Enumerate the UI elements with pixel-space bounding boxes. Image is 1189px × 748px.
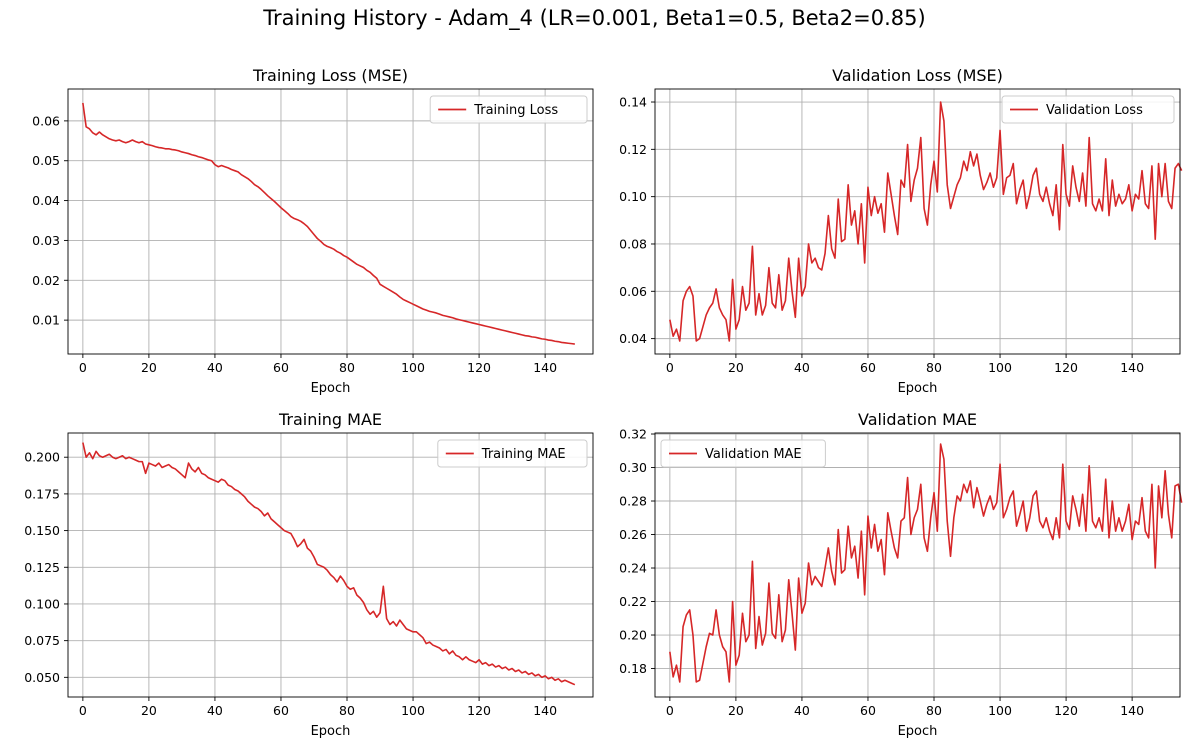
- validation-loss-y-tick-label: 0.08: [619, 236, 647, 251]
- validation-loss-title: Validation Loss (MSE): [832, 66, 1003, 85]
- validation-mae-title: Validation MAE: [858, 410, 977, 429]
- training-mae-legend: Training MAE: [437, 439, 588, 468]
- validation-mae-x-axis-label: Epoch: [898, 724, 938, 739]
- validation-mae-x-tick-label: 60: [860, 703, 876, 718]
- validation-loss-x-tick-label: 60: [860, 360, 876, 375]
- figure-title: Training History - Adam_4 (LR=0.001, Bet…: [263, 6, 926, 30]
- training-loss-y-tick-label: 0.02: [32, 273, 60, 288]
- validation-loss-legend-box: [1001, 95, 1175, 124]
- validation-loss-panel: 0 20 40 60 80 100 120 140 0.04 0.06 0.08 0.10 0.12 0.…: [619, 66, 1183, 396]
- validation-mae-y-tick-label: 0.20: [619, 628, 647, 643]
- training-mae-x-tick-label: 140: [533, 703, 557, 718]
- training-mae-title: Training MAE: [278, 410, 382, 429]
- validation-loss-x-tick-label: 80: [926, 360, 942, 375]
- training-mae-panel: 0 20 40 60 80 100 120 140 0.050 0.075 0.100 0.125 0.…: [24, 410, 594, 739]
- training-loss-x-tick-label: 80: [339, 360, 355, 375]
- validation-loss-x-tick-label: 40: [794, 360, 810, 375]
- validation-loss-legend: Validation Loss: [1001, 95, 1175, 124]
- training-loss-legend: Training Loss: [429, 95, 588, 124]
- training-mae-x-tick-label: 80: [339, 703, 355, 718]
- training-loss-x-tick-label: 100: [401, 360, 425, 375]
- training-loss-title: Training Loss (MSE): [252, 66, 408, 85]
- validation-loss-x-tick-label: 140: [1120, 360, 1144, 375]
- validation-loss-legend-label: Validation Loss: [1046, 103, 1143, 118]
- validation-loss-x-tick-label: 100: [988, 360, 1012, 375]
- validation-mae-legend: Validation MAE: [660, 439, 826, 468]
- validation-loss-axes-frame: [654, 88, 1181, 355]
- training-mae-y-tick-label: 0.175: [24, 486, 60, 501]
- training-mae-legend-label: Training MAE: [481, 447, 566, 462]
- validation-mae-x-tick-label: 80: [926, 703, 942, 718]
- training-loss-y-tick-label: 0.01: [32, 313, 60, 328]
- training-mae-x-tick-label: 60: [273, 703, 289, 718]
- validation-loss-y-tick-label: 0.10: [619, 189, 647, 204]
- training-mae-y-tick-label: 0.200: [24, 450, 60, 465]
- validation-loss-y-tick-label: 0.04: [619, 331, 647, 346]
- training-loss-x-tick-label: 140: [533, 360, 557, 375]
- training-mae-x-tick-label: 100: [401, 703, 425, 718]
- training-mae-axes-frame: [67, 432, 594, 698]
- training-mae-x-tick-label: 120: [467, 703, 491, 718]
- training-loss-y-tick-label: 0.03: [32, 233, 60, 248]
- training-loss-x-tick-label: 40: [207, 360, 223, 375]
- validation-loss-series-line: [669, 101, 1183, 342]
- validation-loss-y-tick-label: 0.06: [619, 284, 647, 299]
- validation-mae-x-tick-label: 40: [794, 703, 810, 718]
- validation-mae-legend-label: Validation MAE: [705, 447, 802, 462]
- training-loss-panel: 0 20 40 60 80 100 120 140 0.01 0.02 0.03 0.04 0.05 0.…: [32, 66, 594, 396]
- validation-mae-axes-frame: [654, 432, 1181, 698]
- training-mae-y-tick-label: 0.050: [24, 670, 60, 685]
- training-mae-y-tick-label: 0.075: [24, 633, 60, 648]
- validation-mae-panel: 0 20 40 60 80 100 120 140 0.18 0.20 0.22 0.24 0.26 0.…: [619, 410, 1183, 739]
- training-mae-x-tick-label: 20: [141, 703, 157, 718]
- validation-mae-x-tick-label: 20: [728, 703, 744, 718]
- validation-mae-y-tick-label: 0.26: [619, 527, 647, 542]
- validation-mae-x-tick-label: 0: [666, 703, 674, 718]
- validation-loss-x-tick-label: 120: [1054, 360, 1078, 375]
- validation-mae-x-tick-label: 140: [1120, 703, 1144, 718]
- validation-mae-series-line: [669, 443, 1183, 683]
- training-loss-x-tick-label: 0: [79, 360, 87, 375]
- training-mae-legend-box: [437, 439, 588, 468]
- training-mae-y-tick-label: 0.150: [24, 523, 60, 538]
- training-mae-y-tick-label: 0.125: [24, 560, 60, 575]
- validation-mae-y-tick-label: 0.32: [619, 427, 647, 442]
- training-loss-x-axis-label: Epoch: [311, 381, 351, 396]
- training-loss-y-tick-label: 0.05: [32, 153, 60, 168]
- training-loss-series-line: [82, 102, 575, 345]
- training-loss-x-tick-label: 60: [273, 360, 289, 375]
- training-loss-legend-box: [429, 95, 588, 124]
- training-mae-x-tick-label: 40: [207, 703, 223, 718]
- validation-mae-y-tick-label: 0.18: [619, 661, 647, 676]
- validation-mae-x-tick-label: 100: [988, 703, 1012, 718]
- validation-mae-y-tick-label: 0.22: [619, 594, 647, 609]
- validation-loss-y-tick-label: 0.14: [619, 95, 647, 110]
- validation-loss-x-tick-label: 0: [666, 360, 674, 375]
- validation-loss-y-tick-label: 0.12: [619, 142, 647, 157]
- validation-mae-legend-box: [660, 439, 826, 468]
- training-mae-y-tick-label: 0.100: [24, 596, 60, 611]
- training-mae-x-tick-label: 0: [79, 703, 87, 718]
- training-mae-series-line: [82, 442, 576, 686]
- validation-loss-x-tick-label: 20: [728, 360, 744, 375]
- training-loss-x-tick-label: 120: [467, 360, 491, 375]
- training-loss-x-tick-label: 20: [141, 360, 157, 375]
- validation-loss-x-axis-label: Epoch: [898, 381, 938, 396]
- training-loss-y-tick-label: 0.04: [32, 193, 60, 208]
- training-loss-legend-label: Training Loss: [473, 103, 558, 118]
- validation-mae-y-tick-label: 0.28: [619, 494, 647, 509]
- training-loss-axes-frame: [67, 88, 594, 355]
- training-loss-y-tick-label: 0.06: [32, 113, 60, 128]
- training-mae-x-axis-label: Epoch: [311, 724, 351, 739]
- validation-mae-y-tick-label: 0.30: [619, 460, 647, 475]
- validation-mae-x-tick-label: 120: [1054, 703, 1078, 718]
- validation-mae-y-tick-label: 0.24: [619, 561, 647, 576]
